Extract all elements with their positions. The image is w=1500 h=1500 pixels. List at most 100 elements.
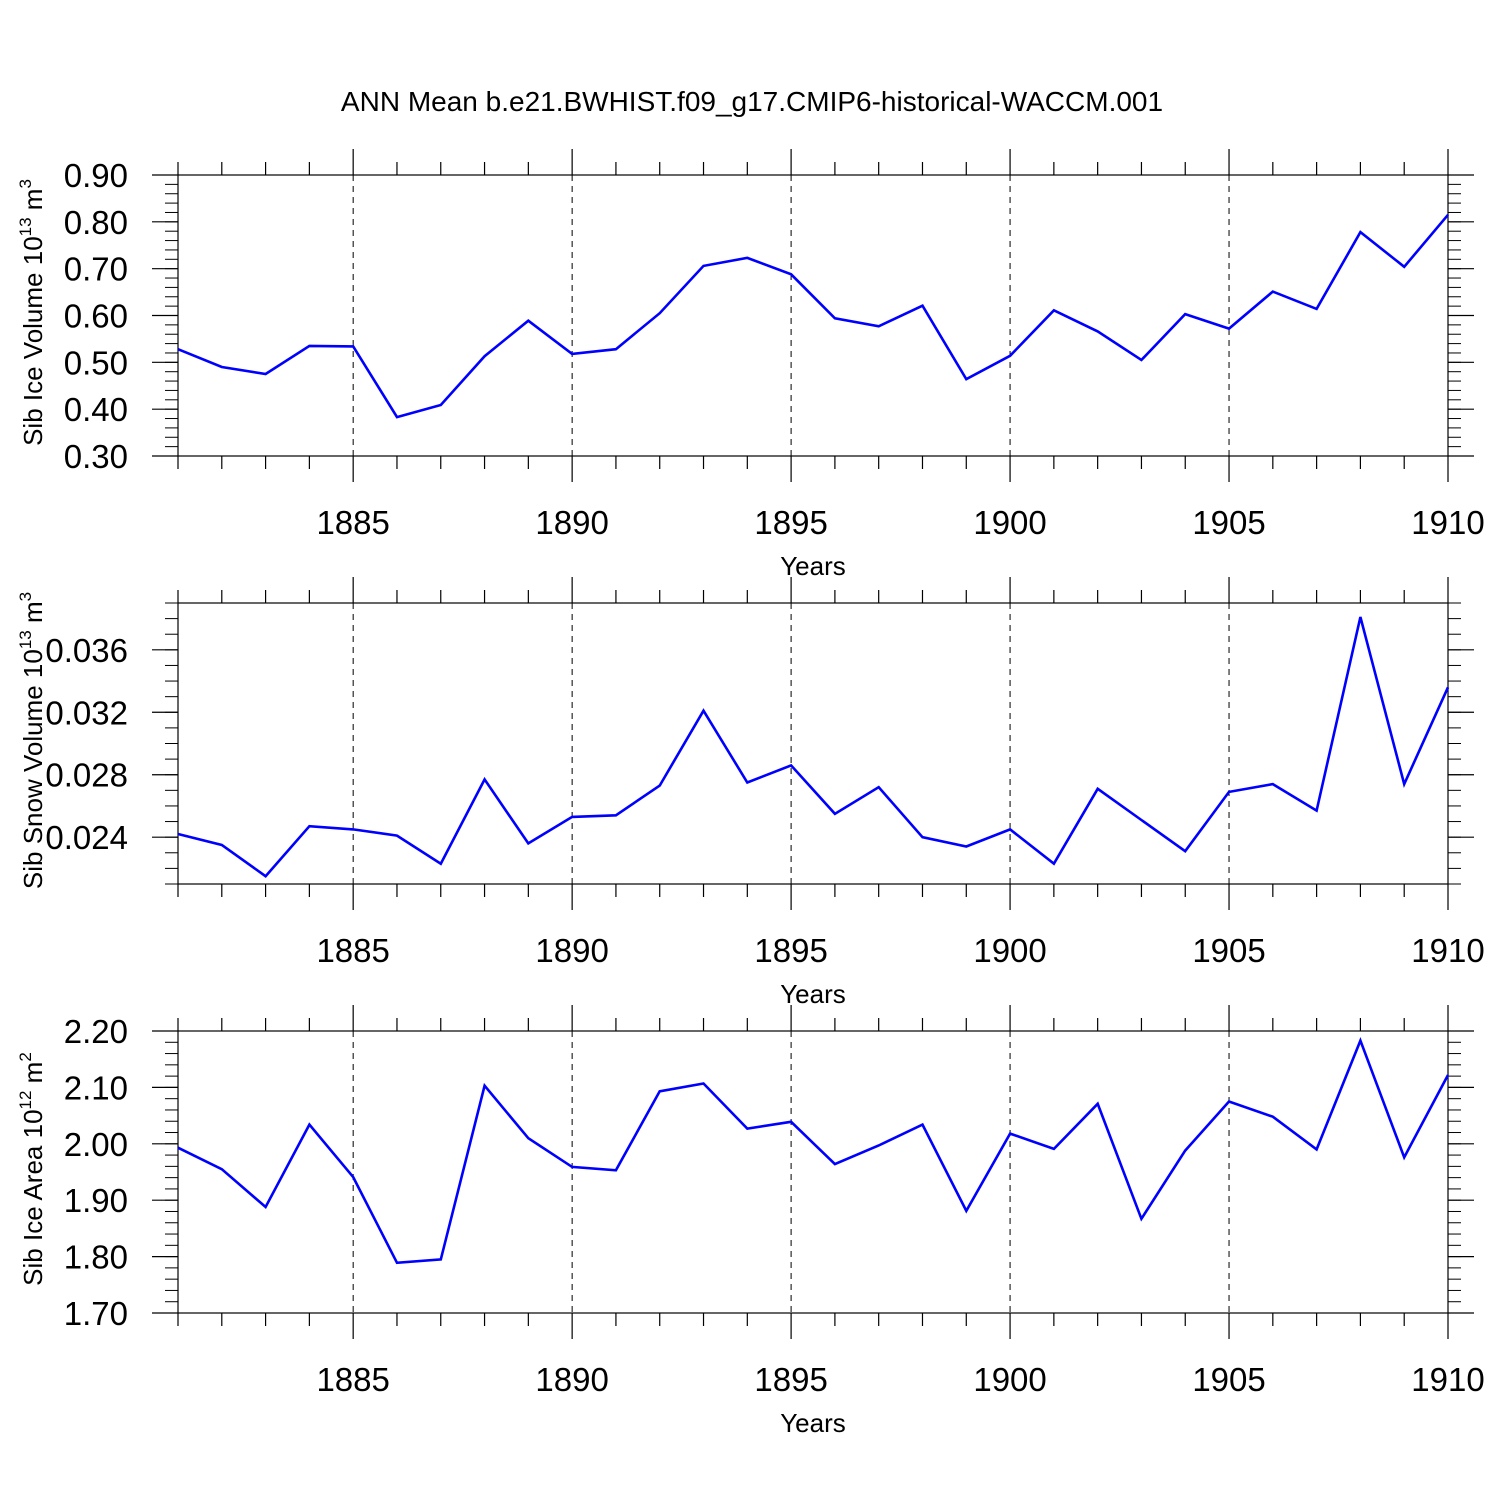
data-point [789,1120,793,1124]
x-tick-label: 1890 [535,504,608,541]
x-tick-label: 1895 [754,504,827,541]
data-point [307,1123,311,1127]
data-point [1315,809,1319,813]
y-tick-label: 0.024 [45,819,128,856]
data-point [220,365,224,369]
data-point [1446,685,1450,689]
data-point [483,777,487,781]
data-point [570,352,574,356]
data-point [964,1209,968,1213]
data-point [920,835,924,839]
data-point [964,845,968,849]
x-tick-label: 1910 [1411,1361,1484,1398]
series-line [177,616,1450,878]
series-line [177,1037,1450,1265]
x-tick-label: 1900 [973,1361,1046,1398]
data-point [1271,1115,1275,1119]
x-tick-label: 1905 [1192,932,1265,969]
x-tick-label: 1900 [973,504,1046,541]
y-tick-label: 0.50 [64,344,128,381]
data-point [614,813,618,817]
y-tick-label: 2.20 [64,1013,128,1050]
y-tick-label: 0.40 [64,391,128,428]
data-point [439,1257,443,1261]
y-tick-label: 0.032 [45,694,128,731]
data-point [1008,827,1012,831]
y-axis-title: Sib Ice Area 1012 m2 [16,1052,48,1286]
data-point [1446,1073,1450,1077]
data-point [483,354,487,358]
series-line [177,213,1449,419]
data-point [1183,1149,1187,1153]
data-point [614,1168,618,1172]
data-point [1402,782,1406,786]
data-point [1358,1039,1362,1043]
x-axis-title: Years [780,979,846,1009]
data-point [220,1167,224,1171]
y-tick-label: 0.30 [64,438,128,475]
data-point [395,834,399,838]
data-point [570,1165,574,1169]
data-point [833,316,837,320]
data-point [1139,358,1143,362]
y-tick-label: 1.80 [64,1239,128,1276]
data-point [351,1175,355,1179]
y-tick-label: 0.80 [64,204,128,241]
y-tick-label: 0.028 [45,757,128,794]
x-tick-label: 1905 [1192,1361,1265,1398]
x-tick-label: 1895 [754,1361,827,1398]
chart-panel-1: 1885 1890 1895 1900 1905 1910 Years 0.30 0.40 0.5… [16,149,1485,581]
chart-panel-2: 1885 1890 1895 1900 1905 1910 Years 0.024 0.028 0… [16,577,1485,1009]
data-point [1183,312,1187,316]
data-point [833,812,837,816]
data-point [789,763,793,767]
data-point [570,815,574,819]
x-tick-label: 1885 [316,504,389,541]
data-point [307,824,311,828]
data-point [1096,787,1100,791]
data-point [1402,265,1406,269]
y-tick-label: 0.036 [45,632,128,669]
data-point [1052,308,1056,312]
y-tick-label: 1.90 [64,1182,128,1219]
x-tick-label: 1895 [754,932,827,969]
chart-panel-3: 1885 1890 1895 1900 1905 1910 Years 1.70 1.80 1.9… [16,1005,1485,1438]
y-axis-title: Sib Snow Volume 1013 m3 [16,592,48,889]
data-point [833,1162,837,1166]
data-point [1139,818,1143,822]
data-point [745,1127,749,1131]
data-point [1227,1100,1231,1104]
x-tick-label: 1905 [1192,504,1265,541]
data-point [1052,1147,1056,1151]
y-tick-label: 1.70 [64,1295,128,1332]
data-point [1402,1155,1406,1159]
data-point [1271,782,1275,786]
data-point [1139,1217,1143,1221]
data-point [702,709,706,713]
x-tick-label: 1910 [1411,932,1484,969]
data-point [745,781,749,785]
data-point [614,347,618,351]
x-axis-title: Years [780,1408,846,1438]
x-tick-label: 1890 [535,932,608,969]
plot-frame [177,602,1449,885]
x-tick-label: 1885 [316,1361,389,1398]
data-point [307,344,311,348]
data-point [264,874,268,878]
x-tick-label: 1885 [316,932,389,969]
x-tick-label: 1890 [535,1361,608,1398]
data-point [176,1146,180,1150]
chart-panels: 1885 1890 1895 1900 1905 1910 Years 0.30 0.40 0.5… [16,149,1485,1438]
data-point [702,1081,706,1085]
data-point [1008,1132,1012,1136]
data-point [1096,329,1100,333]
y-axis-title: Sib Ice Volume 1013 m3 [16,179,48,446]
data-point [964,377,968,381]
data-point [1052,862,1056,866]
data-point [877,324,881,328]
data-point [439,403,443,407]
data-point [658,784,662,788]
data-point [176,347,180,351]
data-point [1271,290,1275,294]
y-tick-label: 0.60 [64,298,128,335]
